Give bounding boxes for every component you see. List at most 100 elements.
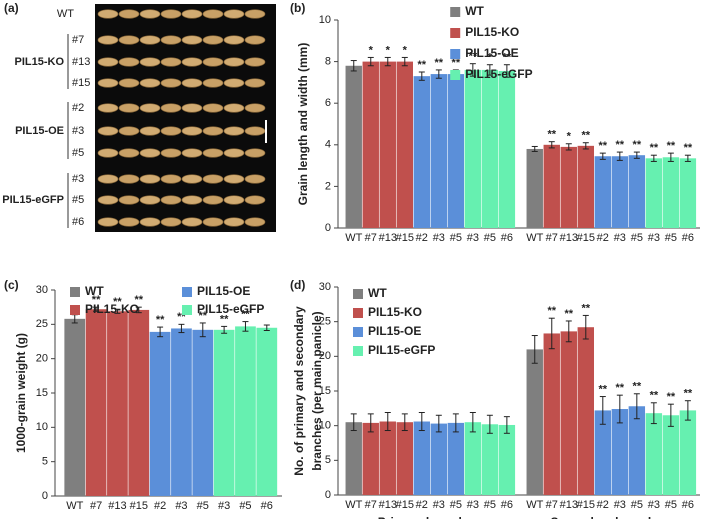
significance: **: [616, 139, 625, 151]
bar: [498, 70, 516, 229]
legend-label: PIL15-OE: [368, 324, 421, 338]
significance: **: [633, 381, 642, 393]
bar: [213, 329, 235, 496]
significance: *: [386, 44, 391, 56]
grain: [139, 148, 161, 158]
significance: **: [198, 310, 207, 322]
photo-row-label: #5: [72, 147, 84, 159]
legend-label: PIL15-KO: [465, 25, 519, 39]
x-tick-label: #13: [379, 232, 397, 244]
grain: [202, 9, 224, 19]
y-axis-label: No. of primary and secondary: [292, 306, 306, 476]
grain: [223, 35, 245, 45]
photo-row-label: WT: [57, 8, 74, 20]
grain: [223, 78, 245, 88]
y-tick-label: 2: [325, 180, 331, 192]
y-axis-label: Grain length and width (mm): [296, 43, 310, 206]
bar: [628, 406, 646, 495]
grain: [139, 174, 161, 184]
x-tick-label: #5: [631, 499, 643, 511]
legend-label: PIL15-OE: [465, 46, 518, 60]
grain: [223, 195, 245, 205]
bar: [526, 148, 543, 228]
photo-row-label: #3: [72, 173, 84, 185]
grain: [181, 57, 203, 67]
x-tick-label: #13: [560, 499, 578, 511]
grain: [202, 57, 224, 67]
grain: [181, 217, 203, 227]
grain: [160, 148, 182, 158]
grain: [244, 148, 266, 158]
x-tick-label: #6: [501, 499, 513, 511]
grain: [160, 174, 182, 184]
x-tick-label: #5: [197, 500, 209, 512]
grain: [97, 126, 119, 136]
legend-label: PIL15-eGFP: [197, 302, 264, 316]
photo-row-label: #13: [72, 56, 90, 68]
y-tick-label: 15: [36, 387, 48, 399]
grain: [97, 57, 119, 67]
panel-label: (b): [290, 1, 305, 15]
bar: [128, 309, 150, 496]
x-tick-label: #15: [577, 499, 595, 511]
significance: *: [567, 131, 572, 143]
y-tick-label: 5: [325, 454, 331, 466]
bar: [379, 61, 396, 228]
grain: [118, 126, 140, 136]
x-tick-label: #13: [560, 232, 578, 244]
bar: [679, 158, 697, 228]
bar: [413, 76, 431, 228]
y-axis-label: branches (per main panicle): [310, 311, 324, 470]
x-tick-label: #3: [648, 232, 660, 244]
grain: [181, 78, 203, 88]
photo-group-label: PIL15-OE: [15, 125, 64, 137]
bar: [662, 157, 680, 228]
bar: [107, 311, 128, 496]
y-tick-label: 4: [325, 139, 331, 151]
bar: [149, 331, 171, 496]
significance: **: [113, 296, 122, 308]
grain: [202, 126, 224, 136]
y-tick-label: 6: [325, 97, 331, 109]
x-tick-label: #3: [433, 499, 445, 511]
x-tick-label: #15: [577, 232, 595, 244]
significance: **: [667, 140, 676, 152]
x-tick-label: WT: [345, 232, 362, 244]
photo-row-label: #5: [72, 194, 84, 206]
x-tick-label: #5: [450, 232, 462, 244]
bar: [560, 146, 577, 228]
bar: [192, 329, 214, 496]
bar: [611, 156, 629, 228]
significance: *: [488, 52, 493, 64]
bar: [85, 309, 107, 496]
grain: [118, 148, 140, 158]
significance: **: [469, 51, 478, 63]
bar: [396, 422, 413, 495]
bar: [345, 65, 362, 228]
bar: [447, 422, 465, 495]
grain: [223, 103, 245, 113]
bar: [362, 61, 379, 228]
x-tick-label: #13: [108, 500, 126, 512]
legend-label: PIL15-KO: [85, 302, 139, 316]
bar: [256, 327, 278, 496]
grain: [181, 174, 203, 184]
x-tick-label: #7: [365, 232, 377, 244]
legend-swatch: [70, 287, 80, 297]
legend-swatch: [182, 287, 192, 297]
grain: [160, 103, 182, 113]
bar: [430, 423, 448, 495]
significance: **: [582, 130, 591, 142]
photo-group-label: PIL15-KO: [14, 56, 64, 68]
grain: [160, 35, 182, 45]
x-tick-label: #6: [682, 232, 694, 244]
bar: [345, 422, 362, 495]
legend-label: PIL15-OE: [197, 284, 250, 298]
grain: [181, 195, 203, 205]
bar: [64, 318, 86, 496]
bar: [577, 327, 594, 495]
significance: **: [156, 314, 165, 326]
grain: [118, 78, 140, 88]
grain: [244, 57, 266, 67]
